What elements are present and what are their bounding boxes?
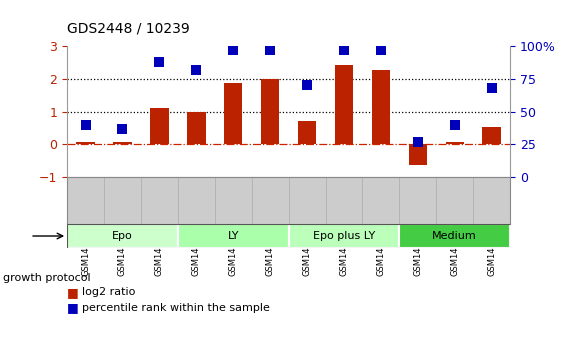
Point	[487, 85, 496, 91]
Text: ■: ■	[67, 302, 83, 314]
Bar	[67, 224, 178, 248]
Bar	[113, 142, 132, 144]
Bar	[372, 70, 390, 144]
Point	[81, 122, 90, 127]
Point	[303, 82, 312, 88]
Bar	[261, 79, 279, 144]
Point	[118, 126, 127, 131]
Text: Epo plus LY: Epo plus LY	[313, 231, 375, 241]
Bar	[178, 224, 289, 248]
Bar	[409, 144, 427, 165]
Point	[192, 67, 201, 73]
Text: GDS2448 / 10239: GDS2448 / 10239	[67, 21, 190, 35]
Bar	[289, 224, 399, 248]
Point	[265, 47, 275, 53]
Bar	[187, 112, 205, 144]
Text: Medium: Medium	[433, 231, 477, 241]
Text: Epo: Epo	[112, 231, 133, 241]
Text: percentile rank within the sample: percentile rank within the sample	[82, 303, 269, 313]
Text: ■: ■	[67, 286, 83, 298]
Bar	[76, 142, 94, 144]
Point	[339, 47, 349, 53]
Text: log2 ratio: log2 ratio	[82, 287, 135, 297]
Bar	[150, 108, 168, 144]
Bar	[298, 121, 316, 144]
Point	[154, 59, 164, 64]
Point	[413, 139, 423, 144]
Bar	[399, 224, 510, 248]
Point	[376, 47, 385, 53]
Bar	[224, 83, 243, 144]
Point	[229, 47, 238, 53]
Point	[450, 122, 459, 127]
Text: LY: LY	[227, 231, 239, 241]
Bar	[445, 142, 464, 144]
Bar	[335, 65, 353, 144]
Bar	[483, 127, 501, 144]
Text: growth protocol: growth protocol	[3, 273, 90, 283]
